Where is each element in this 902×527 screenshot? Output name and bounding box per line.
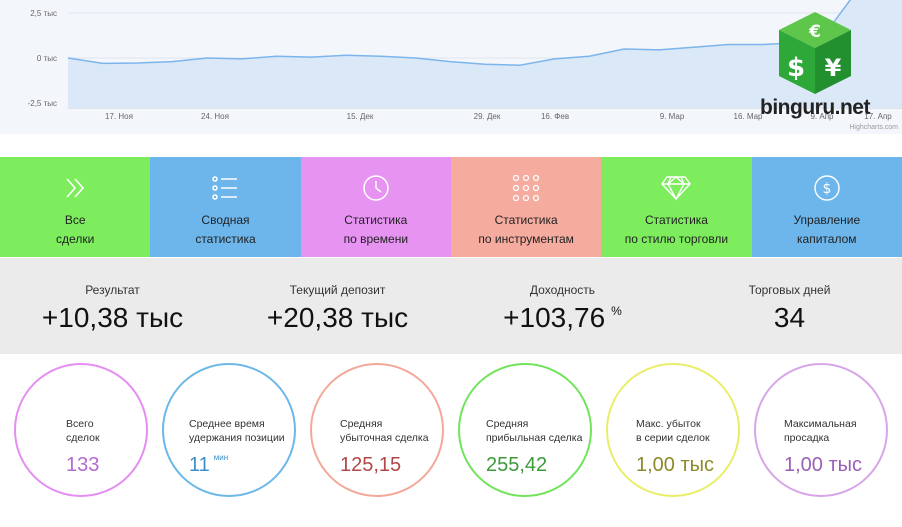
stat-value: +10,38 тыс	[41, 302, 184, 333]
nav-label: Статистика по времени	[343, 213, 409, 246]
circle-avg-losing-trade: Средняя убыточная сделка 125,15	[310, 363, 444, 497]
x-tick-label: 17. Ноя	[105, 112, 133, 121]
circle-max-drawdown: Максимальная просадка 1,00 тыс	[754, 363, 888, 497]
stat-label: Доходность	[529, 283, 596, 297]
logo-text: binguru.net	[760, 96, 870, 119]
circle-value: 1,00 тыс	[784, 454, 863, 476]
circle-label: Макс. убыток в серии сделок	[636, 418, 710, 444]
nav-summary-stats[interactable]: Сводная статистика	[150, 157, 301, 257]
stat-current-deposit: Текущий депозит +20,38 тыс	[225, 258, 450, 354]
nav-instrument-stats[interactable]: Статистика по инструментам	[450, 157, 602, 257]
diamond-icon	[660, 157, 692, 211]
circle-value: 255,42	[486, 454, 548, 476]
euro-symbol: €	[808, 22, 821, 42]
stat-label: Результат	[85, 283, 140, 297]
circle-label: Всего сделок	[66, 418, 100, 444]
circle-value: 1,00 тыс	[636, 454, 715, 476]
stat-label: Текущий депозит	[289, 283, 386, 297]
nav-all-trades[interactable]: Все сделки	[0, 157, 151, 257]
chart-credit: Highcharts.com	[849, 124, 898, 131]
x-tick-label: 15. Дек	[347, 112, 374, 121]
stat-return: Доходность +103,76%	[450, 258, 675, 354]
circle-label: Максимальная просадка	[784, 418, 857, 444]
stat-label: Торговых дней	[748, 283, 831, 297]
grid-dots-icon	[512, 157, 540, 211]
nav-money-management[interactable]: $ Управление капиталом	[751, 157, 902, 257]
x-tick-label: 9. Мар	[660, 112, 685, 121]
double-chevron-icon	[62, 157, 88, 211]
circle-avg-hold-time: Среднее время удержания позиции 11 мин	[162, 363, 296, 497]
x-tick-label: 16. Фев	[541, 112, 569, 121]
circle-value: 11 мин	[189, 453, 229, 476]
clock-icon	[362, 157, 390, 211]
y-tick-label: -2,5 тыс	[28, 99, 57, 108]
nav-label: Все сделки	[56, 213, 95, 246]
x-tick-label: 16. Мар	[734, 112, 764, 121]
circle-value: 133	[66, 454, 100, 476]
stat-result: Результат +10,38 тыс	[0, 258, 225, 354]
equity-chart-svg: 2,5 тыс 0 тыс -2,5 тыс 17. Ноя 24. Ноя 1…	[28, 0, 902, 131]
stat-value: 34	[773, 302, 806, 333]
yen-symbol: ¥	[825, 54, 842, 82]
nav-time-stats[interactable]: Статистика по времени	[300, 157, 451, 257]
nav-label: Управление капиталом	[793, 213, 861, 246]
nav-label: Сводная статистика	[195, 213, 256, 246]
summary-stats: Результат +10,38 тыс Текущий депозит +20…	[0, 258, 902, 354]
x-tick-label: 24. Ноя	[201, 112, 229, 121]
binguru-logo: € $ ¥ binguru.net	[745, 6, 885, 126]
x-tick-label: 29. Дек	[474, 112, 501, 121]
equity-area	[68, 0, 902, 108]
circle-avg-winning-trade: Средняя прибыльная сделка 255,42	[458, 363, 592, 497]
stat-value: +20,38 тыс	[266, 302, 409, 333]
circle-label: Средняя убыточная сделка	[340, 418, 429, 444]
dollar-coin-icon: $	[813, 157, 841, 211]
circle-total-trades: Всего сделок 133	[14, 363, 148, 497]
circle-label: Средняя прибыльная сделка	[486, 418, 583, 444]
equity-line	[67, 0, 852, 66]
nav-trading-style-stats[interactable]: Статистика по стилю торговли	[601, 157, 752, 257]
y-tick-label: 2,5 тыс	[30, 9, 57, 18]
stats-nav: Все сделки Сводная статистика Статистика по…	[0, 157, 902, 257]
stat-unit: %	[611, 304, 622, 318]
x-tick-label: 17. Апр	[864, 112, 892, 121]
svg-text:$: $	[822, 181, 831, 197]
x-tick-label: 9. Апр	[810, 112, 834, 121]
circle-label: Среднее время удержания позиции	[189, 418, 285, 444]
stat-trading-days: Торговых дней 34	[677, 258, 902, 354]
currency-cube-icon: € $ ¥	[779, 12, 851, 94]
list-icon	[211, 157, 239, 211]
nav-label: Статистика по инструментам	[478, 213, 574, 246]
circle-max-loss-streak: Макс. убыток в серии сделок 1,00 тыс	[606, 363, 740, 497]
equity-chart: 2,5 тыс 0 тыс -2,5 тыс 17. Ноя 24. Ноя 1…	[0, 0, 902, 134]
circle-unit: мин	[213, 453, 229, 462]
stat-value: +103,76%	[503, 302, 622, 333]
y-tick-label: 0 тыс	[37, 54, 57, 63]
dollar-symbol: $	[787, 53, 805, 83]
circle-value: 125,15	[340, 454, 402, 476]
nav-label: Статистика по стилю торговли	[624, 213, 729, 246]
